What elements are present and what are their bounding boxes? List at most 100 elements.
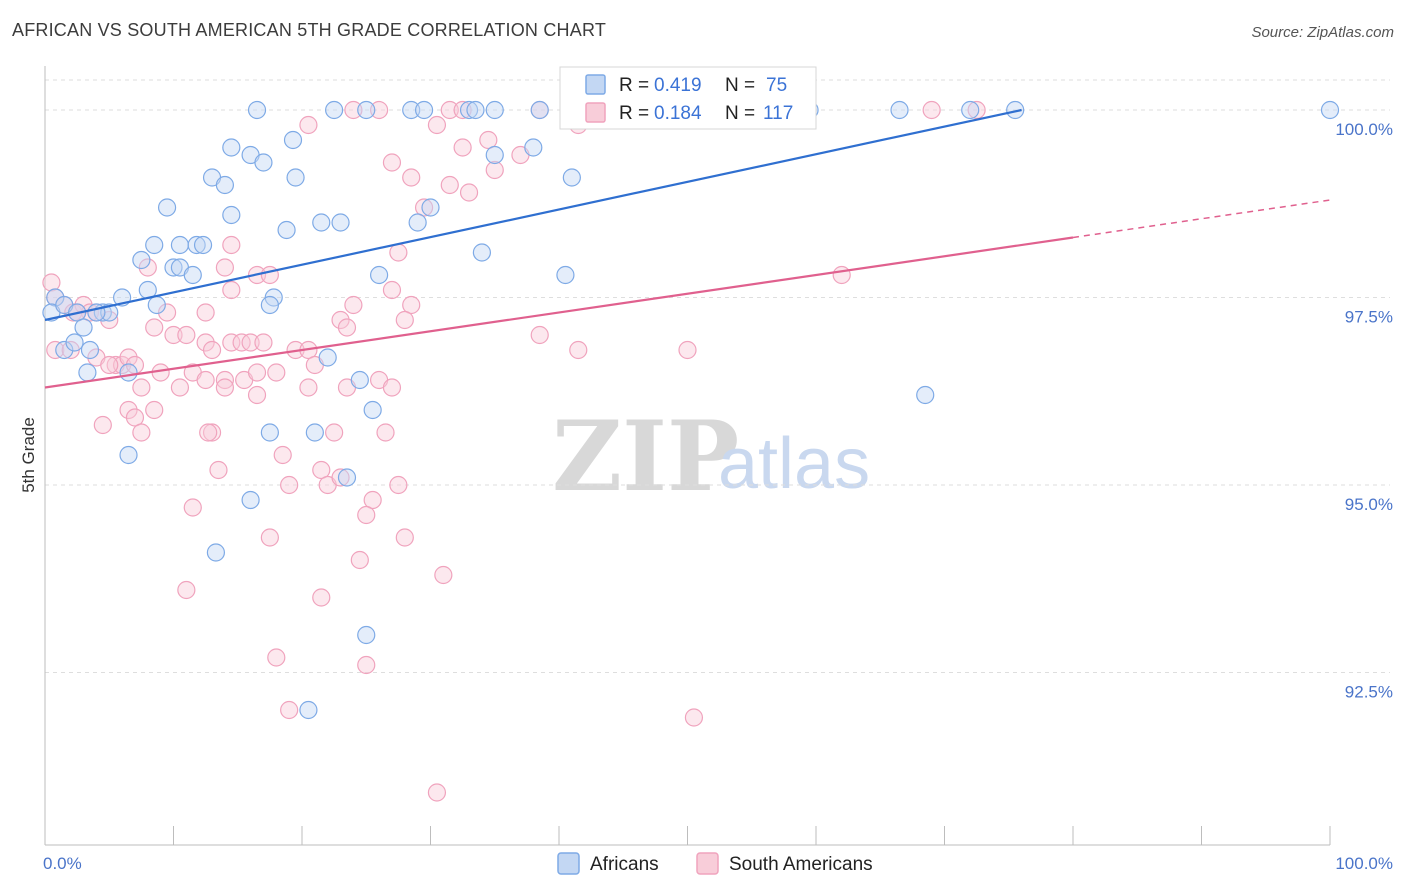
bottom-legend: Africans South Americans [557,852,873,875]
africans-point [247,100,267,120]
africans-point [485,100,504,120]
africans-point [961,100,980,120]
south-americans-point [42,273,61,292]
africans-point [74,318,93,337]
south-americans-point [389,243,408,262]
south-americans-point [299,115,318,135]
africans-point [402,100,421,120]
africans-point [183,265,202,285]
africans-point [1320,100,1340,120]
africans-point [472,243,491,262]
south-americans-point [222,280,241,300]
south-americans-point [402,295,421,315]
south-americans-point [325,423,344,442]
bottom-legend-south-americans: South Americans [729,854,873,875]
africans-point [260,423,279,442]
africans-point [147,295,166,315]
south-americans-point [312,460,331,480]
x-tick-label-max: 100.0% [1335,854,1393,873]
africans-point [556,265,575,285]
south-americans-point [125,408,145,427]
africans-point [363,400,382,420]
africans-point [80,340,100,360]
africans-point [1006,100,1025,120]
africans-point [164,258,183,277]
africans-point [318,348,337,367]
legend-r-value-2: 0.184 [654,103,702,124]
south-americans-point [440,175,459,195]
africans-point [337,468,357,487]
y-tick-labels: 92.5% 95.0% 97.5% 100.0% [1335,120,1393,702]
africans-point [485,145,504,165]
south-americans-point [247,385,267,405]
south-americans-point [177,580,196,600]
south-americans-point [183,498,202,517]
south-americans-point [453,138,472,157]
south-americans-point [138,258,157,277]
legend-n-label-1: N = [725,75,755,96]
south-americans-point [241,333,260,352]
south-americans-point [414,198,434,217]
south-americans-point [202,423,222,442]
south-americans-point [453,100,472,120]
south-americans-point [363,490,382,510]
africans-point [119,363,138,382]
legend-r-label-2: R = [619,103,649,124]
africans-trend-line [44,108,1022,322]
south-americans-point [479,130,498,150]
chart-title: AFRICAN VS SOUTH AMERICAN 5TH GRADE CORR… [12,20,607,40]
africans-point [890,100,909,120]
africans-point [331,213,350,232]
south-americans-point [100,355,119,375]
south-americans-point [145,318,164,337]
y-axis-title: 5th Grade [19,417,38,493]
south-americans-point [196,370,215,390]
south-americans-point [382,153,402,172]
africans-point [119,445,138,465]
bottom-legend-swatch-south-americans [696,852,719,875]
africans-point [241,490,260,510]
africans-point [408,213,427,232]
south-americans-point [170,378,190,397]
south-americans-trend-line [44,236,1074,389]
south-americans-point [344,100,363,120]
south-americans-point [331,310,350,330]
south-americans-point [370,100,389,120]
africans-point [132,250,151,270]
south-americans-point [402,168,421,187]
south-americans-point [440,100,459,120]
africans-point [55,340,74,360]
south-americans-point [202,340,222,360]
bottom-legend-swatch-africans [557,852,580,875]
africans-point [277,220,296,240]
africans-point [350,370,369,390]
africans-point [170,235,190,255]
south-americans-point [331,468,350,487]
africans-point [193,235,213,255]
y-tick-label: 100.0% [1335,120,1393,139]
south-americans-point [215,258,234,277]
south-americans-point [209,460,228,480]
legend-n-label-2: N = [725,103,755,124]
africans-point [215,175,234,195]
south-americans-point [93,415,112,435]
watermark-atlas: atlas [718,424,870,504]
legend: R = 0.419 N = 75 R = 0.184 N = 117 [559,66,817,130]
south-americans-point [215,378,234,397]
africans-point [305,423,324,442]
chart-source: Source: ZipAtlas.com [1251,24,1394,41]
africans-point [254,153,273,172]
legend-r-label-1: R = [619,75,649,96]
south-americans-point [922,100,941,120]
south-americans-point [530,325,549,345]
south-americans-point [967,100,986,120]
south-americans-point [196,333,215,352]
south-americans-point [427,783,447,802]
south-americans-trend-extension [1072,199,1331,239]
south-americans-point [280,475,299,495]
south-americans-point [112,355,132,375]
south-americans-point [434,565,453,585]
africans-point [312,213,331,232]
south-americans-point [119,400,138,420]
